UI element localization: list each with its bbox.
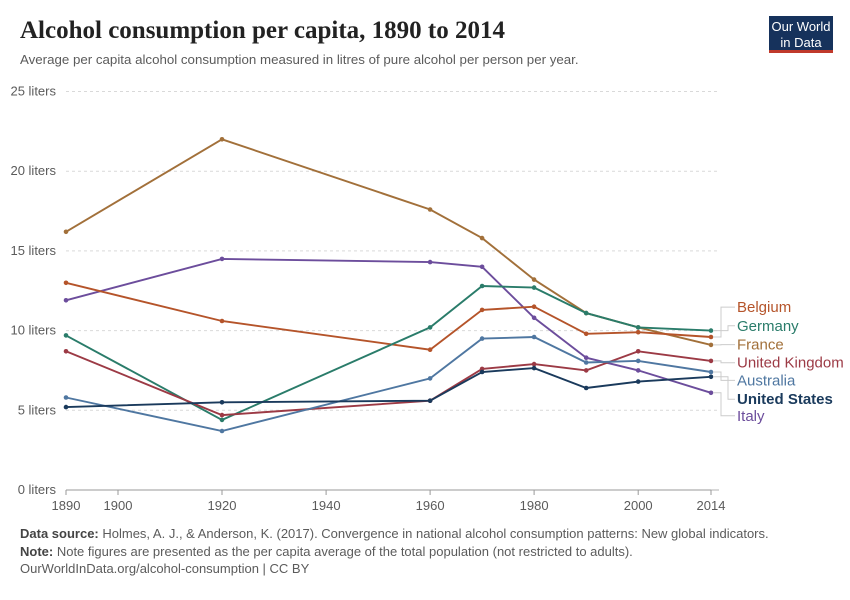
svg-text:France: France bbox=[737, 337, 784, 354]
svg-text:1980: 1980 bbox=[520, 498, 549, 513]
svg-text:1890: 1890 bbox=[52, 498, 81, 513]
svg-text:0 liters: 0 liters bbox=[18, 482, 57, 497]
svg-text:1940: 1940 bbox=[312, 498, 341, 513]
svg-text:United Kingdom: United Kingdom bbox=[737, 355, 844, 372]
svg-text:2000: 2000 bbox=[624, 498, 653, 513]
svg-text:5 liters: 5 liters bbox=[18, 402, 57, 417]
svg-text:1960: 1960 bbox=[416, 498, 445, 513]
svg-text:Belgium: Belgium bbox=[737, 299, 791, 316]
svg-text:2014: 2014 bbox=[697, 498, 726, 513]
svg-text:United States: United States bbox=[737, 391, 833, 408]
svg-text:1900: 1900 bbox=[104, 498, 133, 513]
svg-text:Germany: Germany bbox=[737, 318, 799, 335]
svg-text:25 liters: 25 liters bbox=[10, 84, 56, 99]
svg-text:15 liters: 15 liters bbox=[10, 243, 56, 258]
svg-text:Australia: Australia bbox=[737, 372, 796, 389]
svg-text:1920: 1920 bbox=[208, 498, 237, 513]
svg-text:20 liters: 20 liters bbox=[10, 163, 56, 178]
svg-text:10 liters: 10 liters bbox=[10, 323, 56, 338]
svg-text:Italy: Italy bbox=[737, 408, 765, 425]
